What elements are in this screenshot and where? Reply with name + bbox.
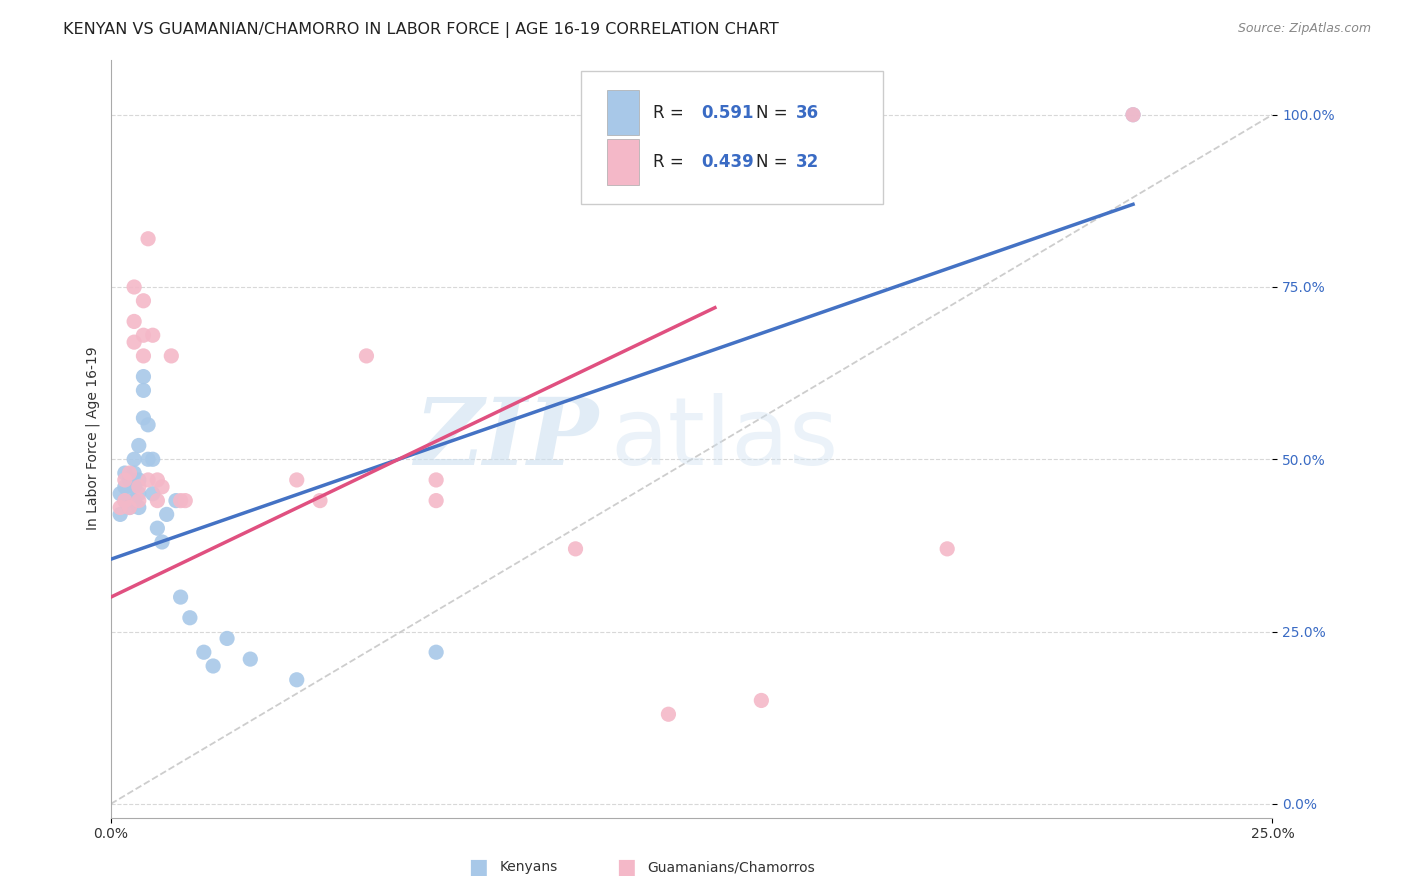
Point [936,541,959,556]
Point [193,645,215,659]
Point [132,369,155,384]
Point [132,349,155,363]
Point [122,314,145,328]
Point [128,473,150,487]
Text: 0.591: 0.591 [702,103,754,121]
Point [309,493,332,508]
Point [114,493,136,508]
Point [122,280,145,294]
Text: Kenyans: Kenyans [499,860,557,874]
Point [179,611,201,625]
Point [114,480,136,494]
Point [1122,108,1144,122]
Point [114,493,136,508]
Text: R =: R = [654,153,689,171]
Point [165,493,187,508]
Text: 32: 32 [796,153,820,171]
Text: 36: 36 [796,103,820,121]
Point [114,466,136,480]
Point [118,500,141,515]
FancyBboxPatch shape [581,71,883,203]
Point [132,411,155,425]
Point [122,493,145,508]
Point [108,487,131,501]
Point [136,232,159,246]
Point [174,493,197,508]
Point [239,652,262,666]
Text: ■: ■ [468,857,488,877]
Point [114,473,136,487]
Point [132,384,155,398]
Point [128,480,150,494]
Text: N =: N = [755,153,793,171]
Point [285,673,308,687]
Point [150,535,173,549]
Point [1122,108,1144,122]
Point [128,500,150,515]
Bar [607,139,640,185]
Point [122,452,145,467]
Point [108,500,131,515]
Point [146,521,169,535]
Point [118,466,141,480]
Text: N =: N = [755,103,793,121]
Point [160,349,183,363]
Point [146,493,169,508]
Point [136,473,159,487]
Text: Guamanians/Chamorros: Guamanians/Chamorros [647,860,814,874]
Point [169,590,191,604]
Point [751,693,773,707]
Point [128,487,150,501]
Point [118,473,141,487]
Point [156,508,179,522]
Point [146,473,169,487]
Point [150,480,173,494]
Y-axis label: In Labor Force | Age 16-19: In Labor Force | Age 16-19 [86,347,100,531]
Point [142,328,165,343]
Point [169,493,191,508]
Point [132,293,155,308]
Point [285,473,308,487]
Point [132,328,155,343]
Point [425,645,447,659]
Point [657,707,679,722]
Point [108,508,131,522]
Point [122,466,145,480]
Point [215,632,238,646]
Point [118,487,141,501]
Point [128,493,150,508]
Point [136,452,159,467]
Point [425,493,447,508]
Text: Source: ZipAtlas.com: Source: ZipAtlas.com [1237,22,1371,36]
Text: ZIP: ZIP [415,393,599,483]
Text: KENYAN VS GUAMANIAN/CHAMORRO IN LABOR FORCE | AGE 16-19 CORRELATION CHART: KENYAN VS GUAMANIAN/CHAMORRO IN LABOR FO… [63,22,779,38]
Text: R =: R = [654,103,689,121]
Point [118,500,141,515]
Point [122,480,145,494]
Point [122,335,145,350]
Point [564,541,586,556]
Point [202,659,225,673]
Text: 0.439: 0.439 [702,153,754,171]
Point [356,349,378,363]
Bar [607,90,640,136]
Text: atlas: atlas [610,392,838,484]
Point [142,452,165,467]
Point [128,438,150,452]
Text: ■: ■ [616,857,636,877]
Point [136,417,159,432]
Point [142,487,165,501]
Point [425,473,447,487]
